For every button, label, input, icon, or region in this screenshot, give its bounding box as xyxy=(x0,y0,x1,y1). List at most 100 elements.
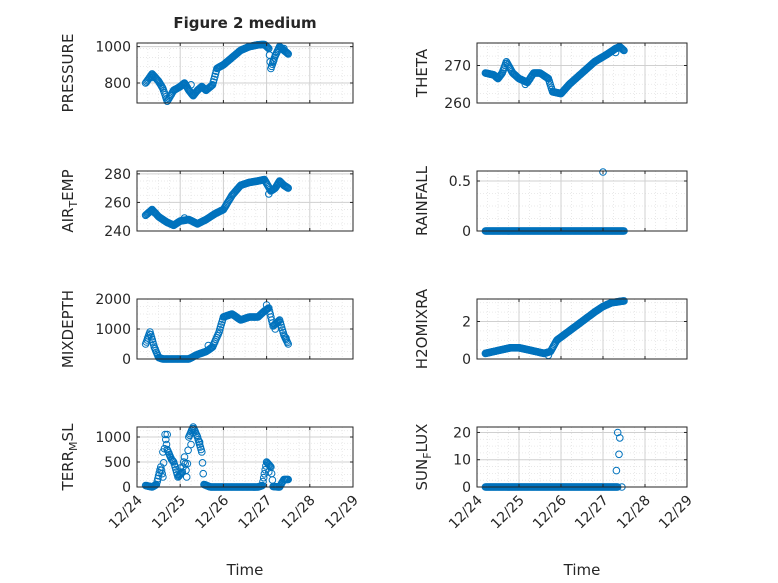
axes-box xyxy=(476,298,688,360)
data-point xyxy=(163,430,171,439)
panel-air-temp: 240 260 280 AIRTEMP xyxy=(59,167,354,240)
data-point xyxy=(144,334,152,342)
data-point xyxy=(184,446,192,455)
data-point xyxy=(180,458,188,466)
axes-box xyxy=(136,426,354,488)
data-point xyxy=(282,334,290,342)
y-axis-label: SUNFLUX xyxy=(413,424,434,491)
data-point xyxy=(191,428,200,436)
data-point xyxy=(259,477,267,486)
y-tick-label: 2000 xyxy=(95,292,131,308)
y-tick-label: 1000 xyxy=(95,322,131,338)
y-tick-label: 260 xyxy=(104,195,131,211)
data-point xyxy=(265,468,273,476)
data-point xyxy=(284,475,293,484)
y-axis-label: AIRTEMP xyxy=(59,169,80,232)
data-point xyxy=(275,317,283,325)
axes-box xyxy=(476,42,688,104)
data-point xyxy=(264,44,272,52)
panel-h2omixra: 0 2 H2OMIXRA xyxy=(413,288,688,369)
y-tick-label: 1000 xyxy=(95,430,131,446)
data-point xyxy=(620,46,628,55)
y-tick-label: 1000 xyxy=(95,40,131,56)
y-tick-label: 0 xyxy=(462,224,471,240)
y-tick-label: 0 xyxy=(462,352,471,368)
figure-title: Figure 2 medium xyxy=(173,14,316,32)
axes-box xyxy=(136,42,354,104)
panel-pressure: 800 1000 PRESSURE xyxy=(59,34,354,113)
data-point xyxy=(612,466,621,475)
y-axis-label: MIXDEPTH xyxy=(59,290,77,368)
y-tick-label: 2 xyxy=(462,315,471,331)
data-point xyxy=(162,435,170,444)
data-point xyxy=(618,45,627,54)
data-point xyxy=(268,319,277,327)
y-tick-label: 10 xyxy=(453,453,471,469)
data-point xyxy=(148,335,156,344)
data-point xyxy=(159,448,167,456)
y-axis-label: THETA xyxy=(413,48,431,98)
data-point xyxy=(168,456,177,465)
data-point xyxy=(619,46,628,54)
data-point xyxy=(159,473,167,481)
x-axis-label: Time xyxy=(226,561,264,579)
axes-box xyxy=(136,170,354,232)
data-point xyxy=(177,469,186,477)
axes-box xyxy=(476,170,688,232)
data-point xyxy=(284,184,293,192)
data-point xyxy=(271,325,280,333)
data-point xyxy=(195,438,204,446)
data-point xyxy=(187,81,195,89)
panel-theta: 260 270 THETA xyxy=(413,42,688,112)
data-point xyxy=(603,300,612,309)
data-point xyxy=(259,473,268,482)
y-tick-label: 0 xyxy=(462,480,471,496)
data-point xyxy=(150,208,159,217)
x-axis-label: Time xyxy=(563,561,601,579)
y-tick-label: 240 xyxy=(104,224,131,240)
data-point xyxy=(198,459,207,467)
data-point xyxy=(280,44,288,53)
y-tick-label: 0.5 xyxy=(449,174,471,190)
data-point xyxy=(176,464,184,472)
data-point xyxy=(183,459,192,468)
y-axis-label: TERRMSL xyxy=(59,423,80,492)
y-tick-label: 260 xyxy=(444,96,471,112)
data-point xyxy=(148,73,156,82)
data-point xyxy=(204,341,213,350)
data-point xyxy=(152,480,161,489)
data-point xyxy=(616,434,624,442)
data-point xyxy=(263,43,272,51)
axes-box xyxy=(476,426,688,488)
data-point xyxy=(153,477,161,486)
data-point xyxy=(599,168,607,176)
data-point xyxy=(177,469,185,478)
y-tick-label: 0 xyxy=(122,352,131,368)
data-point xyxy=(521,80,530,89)
data-point xyxy=(145,207,154,216)
data-point xyxy=(158,469,166,478)
data-point xyxy=(266,462,275,471)
data-point xyxy=(180,214,189,222)
data-point xyxy=(265,190,273,198)
y-axis-label: H2OMIXRA xyxy=(413,288,431,369)
data-point xyxy=(182,473,191,481)
y-tick-label: 500 xyxy=(104,455,131,471)
y-tick-label: 280 xyxy=(104,167,131,183)
panel-rainfall: 0 0.5 RAINFALL xyxy=(413,165,688,240)
y-tick-label: 270 xyxy=(444,59,471,75)
data-point xyxy=(611,48,620,57)
y-axis-label: RAINFALL xyxy=(413,165,431,236)
data-point xyxy=(187,440,195,449)
y-axis-label: PRESSURE xyxy=(59,34,77,113)
data-point xyxy=(198,448,206,456)
y-tick-label: 800 xyxy=(104,76,131,92)
data-point xyxy=(178,468,187,476)
data-point xyxy=(159,459,168,467)
data-point xyxy=(260,470,269,478)
data-point xyxy=(284,50,293,58)
panel-mixdepth: 0 1000 2000 MIXDEPTH xyxy=(59,290,354,368)
data-point xyxy=(207,82,215,90)
